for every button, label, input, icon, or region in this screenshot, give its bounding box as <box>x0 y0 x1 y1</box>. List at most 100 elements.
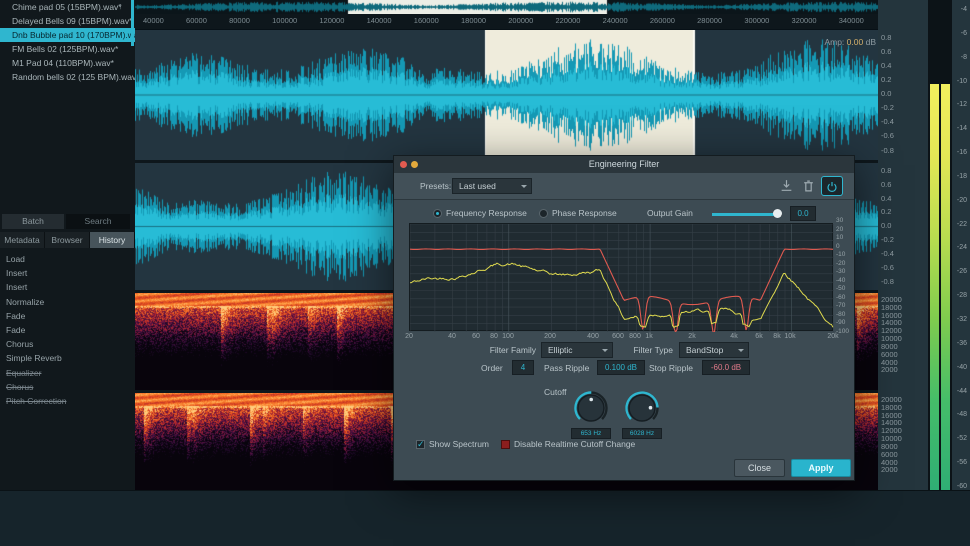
amp-unit: dB <box>865 37 876 47</box>
batch-button[interactable]: Batch <box>2 214 64 229</box>
amp-label: Amp: <box>824 37 845 47</box>
freq-axis-tick: 6k <box>755 333 763 340</box>
freq-axis: 20 40 60 80 100 200 400 600 800 1k 2k 4k 6k 8k 10k 20k <box>405 333 839 343</box>
timeline-tick: 200000 <box>508 16 534 25</box>
stop-ripple-value[interactable]: -60.0 dB <box>702 360 750 375</box>
high-cutoff-knob[interactable] <box>623 389 661 427</box>
history-item[interactable]: Equalizer <box>6 367 42 378</box>
gain-axis-tick: -70 <box>836 302 846 309</box>
amplitude-scale-ch1: 0.8 0.6 0.4 0.2 0.0 -0.2 -0.4 -0.6 -0.8 <box>881 34 925 154</box>
amplitude-tick: -0.4 <box>881 248 894 258</box>
history-item[interactable]: Fade <box>6 310 26 321</box>
frequency-tick: 16000 <box>881 410 902 420</box>
low-cutoff-value[interactable]: 653 Hz <box>571 428 611 439</box>
amplitude-tick: -0.8 <box>881 145 894 155</box>
frequency-tick: 8000 <box>881 441 898 451</box>
order-value[interactable]: 4 <box>512 360 534 375</box>
amplitude-scale-ch2: 0.8 0.6 0.4 0.2 0.0 -0.2 -0.4 -0.6 -0.8 <box>881 167 925 285</box>
frequency-response-graph[interactable] <box>409 223 835 334</box>
history-item[interactable]: Normalize <box>6 296 45 307</box>
history-item[interactable]: Chorus <box>6 381 34 392</box>
frequency-tick: 20000 <box>881 395 902 404</box>
output-gain-knob[interactable] <box>773 209 782 218</box>
timeline-tick: 180000 <box>461 16 487 25</box>
meter-db-tick: -10 <box>956 77 967 85</box>
gain-axis-tick: 30 <box>836 217 844 224</box>
freq-axis-tick: 600 <box>612 333 624 340</box>
preset-dropdown[interactable]: Last used <box>452 178 532 194</box>
frequency-tick: 4000 <box>881 357 898 367</box>
freq-axis-tick: 8k <box>773 333 781 340</box>
delete-preset-icon[interactable] <box>802 179 815 193</box>
low-cutoff-knob[interactable] <box>572 389 610 427</box>
save-preset-icon[interactable] <box>780 179 793 193</box>
history-item[interactable]: Load <box>6 254 25 264</box>
waveform-channel-1[interactable] <box>135 30 878 160</box>
close-window-icon[interactable] <box>400 161 407 168</box>
output-gain-fill <box>712 213 776 216</box>
frequency-tick: 18000 <box>881 302 902 312</box>
overview-strip[interactable] <box>135 0 878 14</box>
frequency-tick: 10000 <box>881 334 902 344</box>
gain-axis-tick: 0 <box>836 242 840 250</box>
gain-axis-tick: 20 <box>836 225 844 233</box>
file-list-item[interactable]: Random bells 02 (125 BPM).wav* <box>12 72 135 82</box>
amplitude-tick: 0.8 <box>881 33 892 42</box>
show-spectrum-checkbox[interactable] <box>416 439 425 450</box>
history-item[interactable]: Insert <box>6 268 28 279</box>
history-item[interactable]: Pitch Correction <box>6 395 67 406</box>
meter-db-tick: -18 <box>956 172 967 180</box>
file-list-item[interactable]: Dnb Bubble pad 10 (170BPM).wav* <box>0 28 135 42</box>
timeline-tick: 40000 <box>143 16 164 25</box>
sidebar-tab[interactable]: History <box>90 232 135 248</box>
frequency-tick: 16000 <box>881 310 902 320</box>
close-button[interactable]: Close <box>734 459 785 477</box>
meter-db-tick: -24 <box>956 244 967 252</box>
file-list-item[interactable]: FM Bells 02 (125BPM).wav* <box>12 44 119 54</box>
phase-response-radio[interactable] <box>539 209 548 218</box>
dialog-titlebar[interactable]: Engineering Filter <box>394 156 854 173</box>
bypass-power-button[interactable] <box>821 176 843 196</box>
gain-axis-tick: -60 <box>836 293 846 301</box>
high-cutoff-value[interactable]: 6028 Hz <box>622 428 662 439</box>
output-gain-value[interactable]: 0.0 <box>790 206 816 221</box>
file-panel: Chime pad 05 (15BPM).wav* Delayed Bells 0… <box>0 0 135 490</box>
sidebar-tab[interactable]: Browser <box>45 232 90 248</box>
pass-ripple-label: Pass Ripple <box>544 363 590 373</box>
filter-type-dropdown[interactable]: BandStop <box>679 342 749 358</box>
output-gain-label: Output Gain <box>647 208 693 218</box>
sidebar-scrollbar[interactable] <box>131 0 134 46</box>
meter-db-tick: -28 <box>956 292 967 300</box>
minimize-window-icon[interactable] <box>411 161 418 168</box>
meter-db-tick: -56 <box>956 459 967 467</box>
timeline-tick: 60000 <box>186 16 207 25</box>
amplitude-tick: -0.2 <box>881 235 894 245</box>
history-item[interactable]: Chorus <box>6 339 34 350</box>
file-list-item[interactable]: Chime pad 05 (15BPM).wav* <box>12 2 122 12</box>
presets-label: Presets: <box>420 181 452 191</box>
apply-button[interactable]: Apply <box>791 459 851 477</box>
filter-family-dropdown[interactable]: Elliptic <box>541 342 613 358</box>
freq-axis-tick: 60 <box>472 333 480 340</box>
gain-axis-tick: -100 <box>836 327 850 335</box>
timeline-tick: 100000 <box>272 16 298 25</box>
history-item[interactable]: Fade <box>6 324 26 335</box>
bottom-bar: Selection Start 180000 End 273006 Length… <box>0 490 970 546</box>
timeline-ruler[interactable]: 40000 60000 80000 100000 120000 140000 160000 1… <box>135 14 878 30</box>
frequency-tick: 10000 <box>881 434 902 444</box>
sidebar-tab[interactable]: Metadata <box>0 232 45 248</box>
filter-family-label: Filter Family <box>489 345 536 355</box>
file-list-item[interactable]: Delayed Bells 09 (15BPM).wav* <box>12 16 133 26</box>
gain-axis-tick: -40 <box>836 276 846 284</box>
file-list-item[interactable]: M1 Pad 04 (110BPM).wav* <box>12 58 114 68</box>
meter-db-tick: -60 <box>956 482 967 490</box>
pass-ripple-value[interactable]: 0.100 dB <box>597 360 645 375</box>
history-item[interactable]: Insert <box>6 282 28 293</box>
history-item[interactable]: Simple Reverb <box>6 353 62 364</box>
cutoff-label: Cutoff <box>544 387 567 397</box>
freq-axis-tick: 80 <box>490 333 498 340</box>
scroll-up-icon[interactable]: ↑ <box>118 1 123 11</box>
disable-realtime-checkbox[interactable] <box>501 440 510 449</box>
search-field[interactable]: Search <box>66 214 130 229</box>
frequency-response-radio[interactable] <box>433 209 442 218</box>
